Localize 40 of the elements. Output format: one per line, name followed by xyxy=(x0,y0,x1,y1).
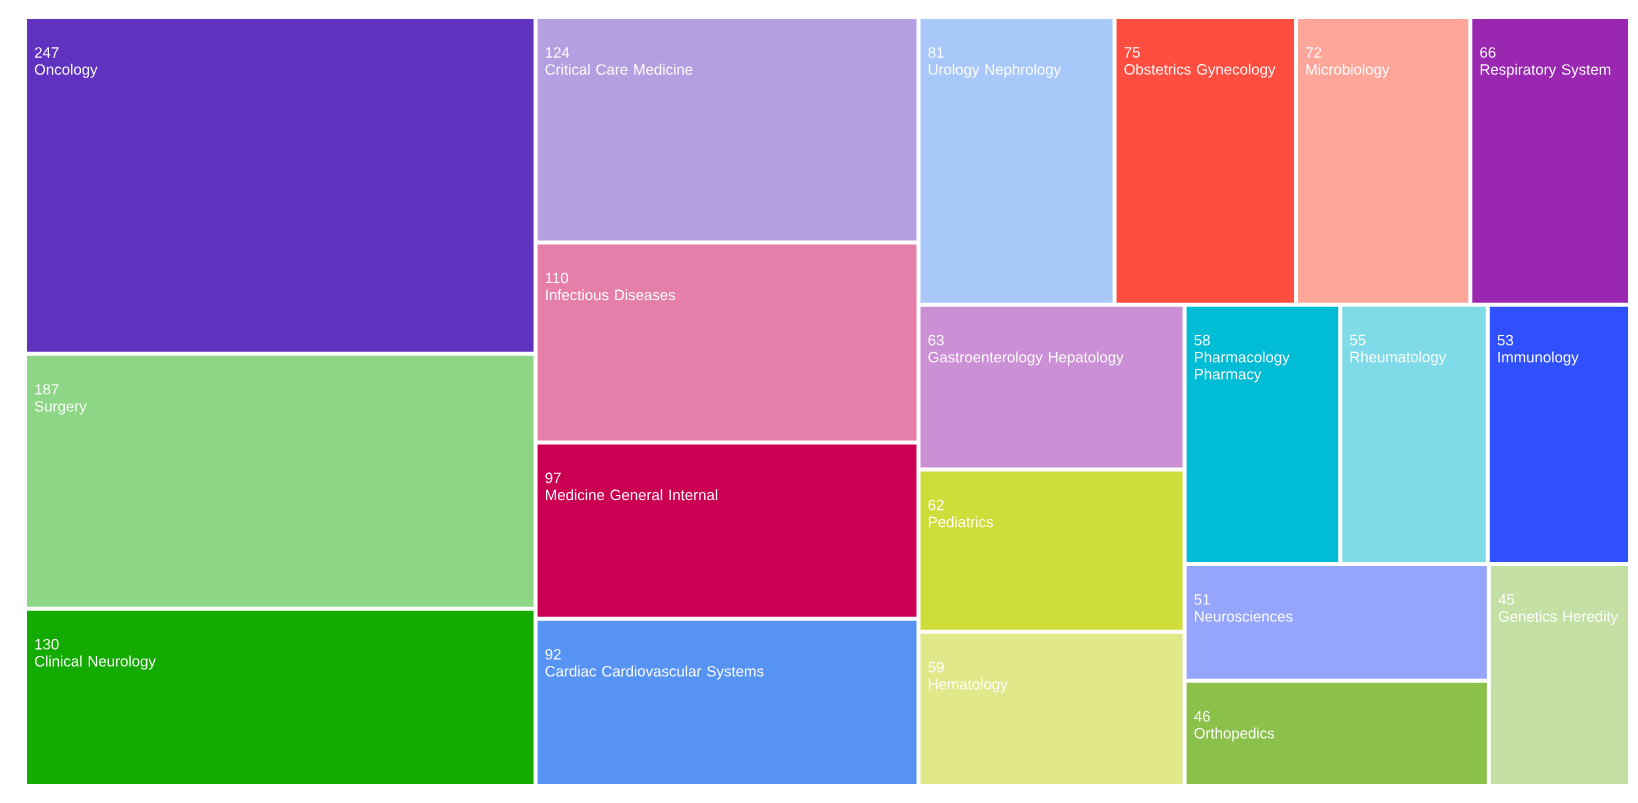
data-label: 247 xyxy=(34,47,59,58)
data-label: 130 xyxy=(35,638,59,650)
category-label: Gastroenterology Hepatology xyxy=(928,351,1124,366)
data-label: 46 xyxy=(1194,710,1210,722)
data-label: 45 xyxy=(1498,594,1515,605)
data-label: 75 xyxy=(1124,47,1140,58)
data-label: 62 xyxy=(928,499,944,511)
category-label: Critical Care Medicine xyxy=(545,63,693,75)
category-label: Rheumatology xyxy=(1350,351,1447,366)
data-label: 58 xyxy=(1194,334,1210,346)
data-label: 72 xyxy=(1306,47,1322,58)
data-label: 110 xyxy=(545,272,569,284)
data-label: 51 xyxy=(1194,594,1210,605)
category-label: Clinical Neurology xyxy=(34,655,156,670)
data-label: 124 xyxy=(545,47,570,58)
data-label: 53 xyxy=(1497,334,1514,346)
data-label: 59 xyxy=(928,661,944,673)
data-label: 97 xyxy=(545,472,561,484)
category-label: Pharmacology Pharmacy xyxy=(1195,351,1290,383)
category-label: Medicine General Internal xyxy=(546,489,718,501)
category-label: Microbiology xyxy=(1306,63,1390,78)
data-label: 92 xyxy=(545,648,561,660)
category-label: Cardiac Cardiovascular Systems xyxy=(545,665,764,680)
data-label: 187 xyxy=(35,383,59,395)
category-label: Infectious Diseases xyxy=(546,289,676,301)
category-label: Surgery xyxy=(34,400,87,415)
data-label: 63 xyxy=(928,334,944,346)
category-label: Orthopedics xyxy=(1194,727,1275,742)
data-label: 55 xyxy=(1350,334,1366,346)
category-label: Hematology xyxy=(928,678,1008,693)
category-label: Neurosciences xyxy=(1195,610,1293,622)
category-label: Oncology xyxy=(34,63,98,78)
category-label: Pediatrics xyxy=(928,516,993,528)
category-label: Obstetrics Gynecology xyxy=(1124,63,1276,78)
category-label: Genetics Heredity xyxy=(1498,610,1619,625)
category-label: Urology Nephrology xyxy=(928,63,1062,78)
data-label: 66 xyxy=(1480,47,1496,58)
data-label: 81 xyxy=(928,47,944,58)
category-label: Immunology xyxy=(1498,351,1579,366)
category-label: Respiratory System xyxy=(1480,63,1611,78)
